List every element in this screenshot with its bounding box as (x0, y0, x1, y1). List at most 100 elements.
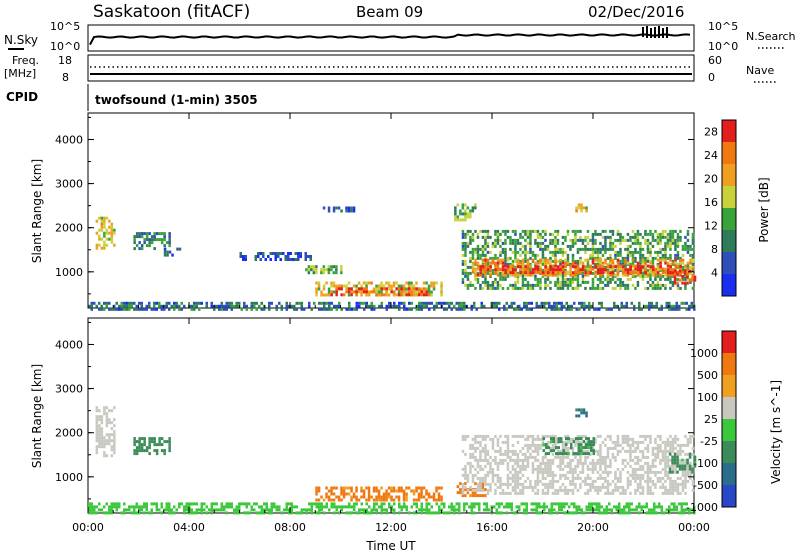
freq-label: Freq. (12, 54, 39, 67)
colorbar-frame (721, 330, 737, 508)
colorbar-swatch (722, 463, 736, 486)
y-tick-label: 2000 (55, 427, 83, 440)
power-panel: 1000 2000 3000 4000 Slant Range [km] (30, 112, 697, 311)
colorbar-swatch (722, 441, 736, 464)
data-region (88, 502, 696, 515)
y-tick-label: 1000 (55, 471, 83, 484)
colorbar-swatch (722, 419, 736, 442)
freq-tick-top-left: 18 (58, 54, 72, 67)
y-tick-label: 4000 (55, 338, 83, 351)
data-region (133, 232, 171, 251)
colorbar-tick-label: 25 (704, 413, 718, 426)
colorbar-tick-label: -500 (693, 479, 718, 492)
beam-label: Beam 09 (356, 3, 423, 21)
colorbar-swatch (722, 353, 736, 376)
y-tick-label: 4000 (55, 133, 83, 146)
data-region (673, 269, 697, 285)
data-region (95, 406, 116, 458)
freq-tick-bottom-right: 0 (708, 71, 715, 84)
x-tick-label: 12:00 (375, 521, 407, 534)
data-region (239, 252, 312, 261)
data-region (163, 247, 182, 257)
nave-label: Nave (746, 64, 774, 77)
nsky-tick-bottom-left: 10^0 (50, 40, 80, 53)
data-region (322, 206, 356, 213)
data-region (454, 203, 477, 222)
y-tick-label: 3000 (55, 178, 83, 191)
colorbar-tick-label: 100 (697, 391, 718, 404)
colorbar-tick-label: 28 (704, 126, 718, 139)
colorbar-tick-label: 1000 (690, 347, 718, 360)
colorbar-tick-label: 4 (711, 267, 718, 280)
colorbar-swatch (722, 397, 736, 420)
colorbar-tick-label: 24 (704, 149, 718, 162)
freq-tick-bottom-left: 8 (62, 71, 69, 84)
velocity-panel: 1000 2000 3000 4000 00:00 04:00 08:00 12:00 16:0… (30, 317, 710, 553)
velocity-colorbar-label: Velocity [m s^-1] (769, 380, 783, 484)
colorbar-swatch (722, 230, 736, 253)
velocity-ylabel: Slant Range [km] (30, 364, 44, 468)
colorbar-swatch (722, 252, 736, 275)
y-tick-label: 2000 (55, 222, 83, 235)
freq-panel: Freq. [MHz] 18 8 60 0 Nave (4, 54, 776, 84)
nsky-panel: N.Sky 10^5 10^0 10^5 10^0 N.Search (4, 20, 796, 53)
velocity-axes: 1000 2000 3000 4000 00:00 04:00 08:00 12:00 16:0… (55, 318, 710, 534)
data-region (330, 287, 431, 297)
data-region (95, 216, 116, 250)
colorbar-swatch (722, 164, 736, 187)
nsky-series-line (89, 33, 691, 46)
y-tick-label: 1000 (55, 266, 83, 279)
colorbar-tick-label: 8 (711, 243, 718, 256)
x-tick-label: 20:00 (577, 521, 609, 534)
nsky-label: N.Sky (4, 33, 38, 47)
colorbar-tick-label: 16 (704, 196, 718, 209)
date-label: 02/Dec/2016 (588, 3, 684, 21)
colorbar-tick-label: 20 (704, 173, 718, 186)
x-tick-label: 04:00 (173, 521, 205, 534)
x-tick-label: 00:00 (678, 521, 710, 534)
data-region (668, 452, 697, 474)
power-colorbar-label: Power [dB] (757, 177, 771, 242)
colorbar-swatch (722, 186, 736, 209)
freq-unit: [MHz] (4, 67, 36, 80)
nsearch-label: N.Search (746, 30, 796, 43)
x-tick-label: 08:00 (274, 521, 306, 534)
x-tick-label: 00:00 (72, 521, 104, 534)
freq-tick-top-right: 60 (708, 54, 722, 67)
nsky-tick-top-right: 10^5 (708, 20, 738, 33)
freq-frame (87, 54, 695, 82)
colorbar-swatch (722, 375, 736, 398)
colorbar-tick-label: 12 (704, 220, 718, 233)
y-tick-label: 3000 (55, 383, 83, 396)
colorbar-swatch (722, 274, 736, 297)
colorbar-tick-label: -100 (693, 457, 718, 470)
colorbar-swatch (722, 485, 736, 508)
data-region (575, 408, 588, 418)
data-region (479, 265, 682, 275)
data-region (305, 265, 343, 275)
power-ylabel: Slant Range [km] (30, 159, 44, 263)
power-data (88, 203, 697, 311)
colorbar-swatch (722, 142, 736, 165)
colorbar-tick-label: -25 (700, 435, 718, 448)
data-region (575, 203, 588, 213)
colorbar-tick-label: -1000 (686, 501, 718, 514)
velocity-xlabel: Time UT (365, 539, 416, 553)
station-title: Saskatoon (fitACF) (93, 2, 250, 22)
colorbar-swatch (722, 208, 736, 231)
power-panel-frame (87, 112, 695, 309)
data-region (315, 486, 443, 502)
power-colorbar: Power [dB] 4 8 12 16 20 24 28 (704, 119, 771, 297)
data-region (542, 437, 595, 456)
x-tick-label: 16:00 (476, 521, 508, 534)
colorbar-tick-label: 500 (697, 369, 718, 382)
nsky-tick-bottom-right: 10^0 (708, 40, 738, 53)
cpid-text: twofsound (1-min) 3505 (95, 93, 258, 107)
velocity-data (88, 406, 697, 515)
colorbar-swatch (722, 120, 736, 143)
nsky-frame (87, 24, 695, 52)
velocity-colorbar: Velocity [m s^-1] 1000 500 100 25 -25 -100 -50… (686, 330, 783, 514)
nsky-tick-top-left: 10^5 (50, 20, 80, 33)
data-region (133, 437, 171, 456)
